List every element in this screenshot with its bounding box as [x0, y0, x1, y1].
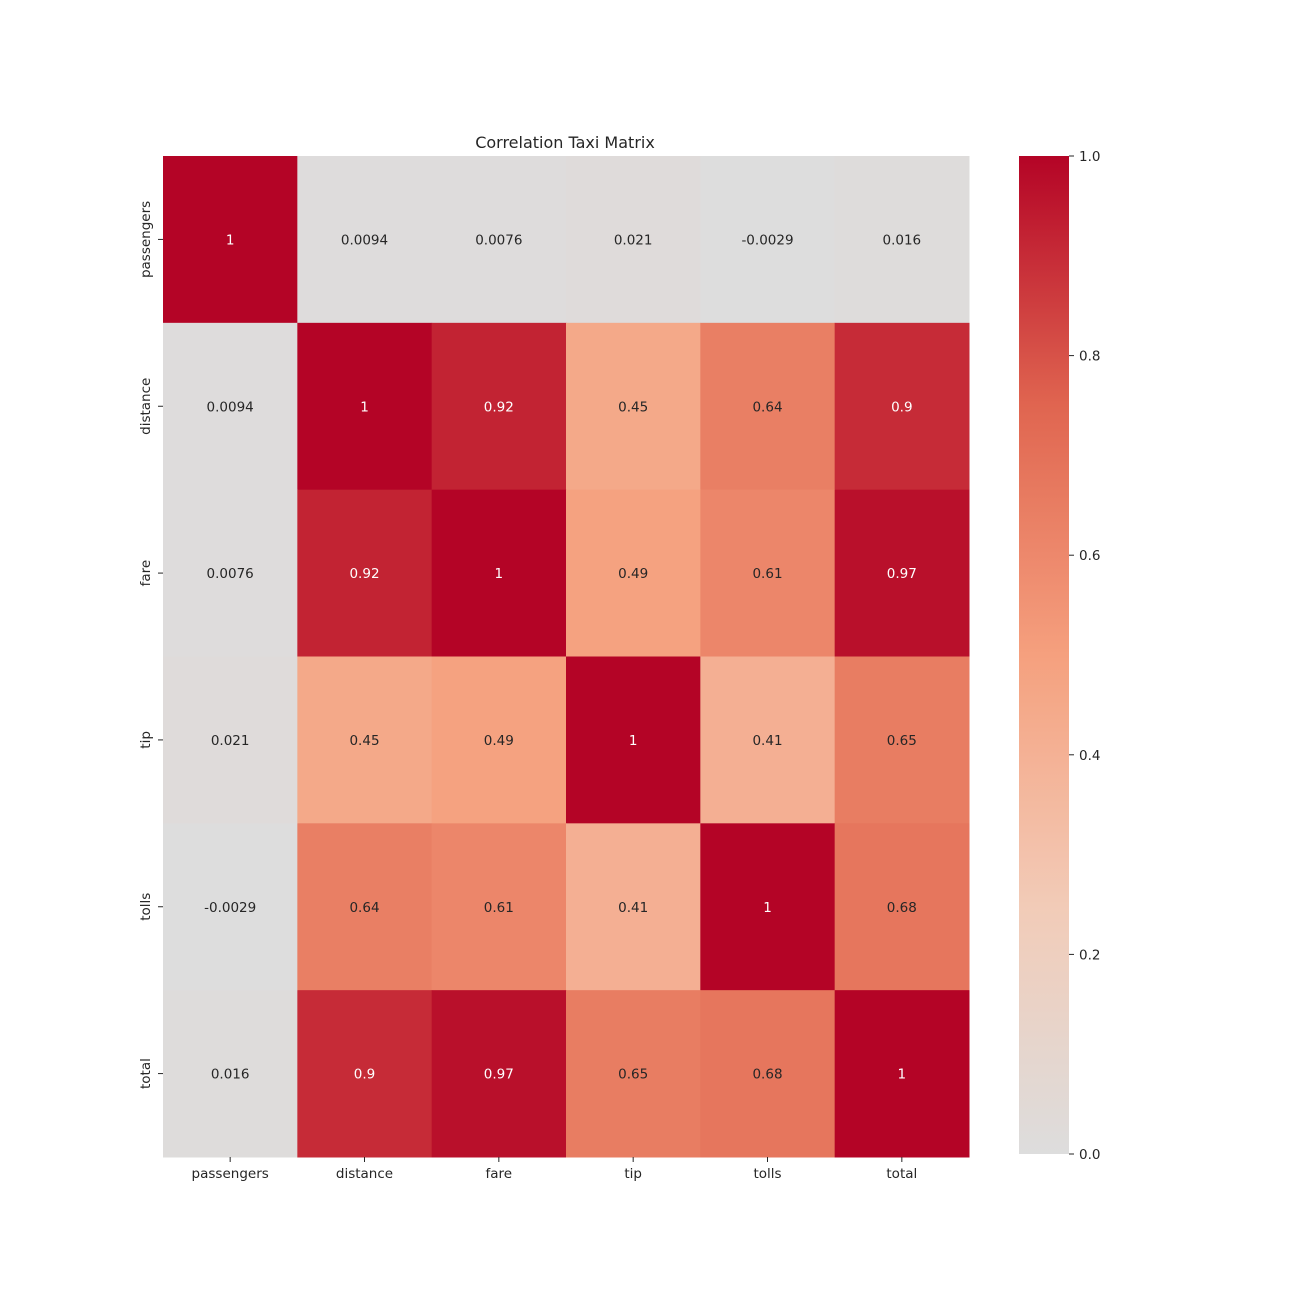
cell-value-label: 0.9 [354, 1067, 375, 1083]
colorbar-tick-label: 0.4 [1079, 748, 1100, 764]
cell-value-label: 0.0094 [207, 399, 254, 415]
cell-value-label: 0.61 [752, 566, 782, 582]
cell-value-label: 0.64 [349, 900, 379, 916]
cell-value-label: -0.0029 [741, 232, 793, 248]
heatmap-cell [566, 823, 701, 991]
heatmap-cell [297, 990, 433, 1158]
heatmap-cell [431, 990, 567, 1158]
y-tick-label: fare [138, 560, 154, 587]
cell-value-label: 0.92 [484, 399, 514, 415]
heatmap-cell [297, 823, 433, 991]
colorbar-tick-label: 0.0 [1079, 1147, 1100, 1163]
heatmap-cell [566, 656, 701, 824]
heatmap-cell [297, 489, 433, 657]
heatmap-cell [431, 156, 567, 324]
cell-value-label: 0.0076 [475, 232, 522, 248]
colorbar-tick-label: 0.6 [1079, 548, 1100, 564]
heatmap-cell [566, 990, 701, 1158]
cell-value-label: 0.016 [883, 232, 922, 248]
cell-value-label: 0.9 [891, 399, 912, 415]
y-tick-label: distance [138, 378, 154, 435]
colorbar: 0.0 0.2 0.4 0.6 0.8 1.0 [1019, 149, 1100, 1163]
cell-value-label: 0.61 [484, 900, 514, 916]
cell-value-label: 1 [629, 733, 638, 749]
y-tick-label: tip [138, 731, 154, 749]
cell-value-label: 0.0094 [341, 232, 388, 248]
cell-value-label: 0.41 [752, 733, 782, 749]
heatmap-cell [163, 990, 298, 1158]
heatmap-cell [700, 823, 836, 991]
x-tick-label: tip [624, 1166, 642, 1182]
colorbar-tick-label: 0.2 [1079, 947, 1100, 963]
heatmap-cell [834, 156, 970, 324]
heatmap-cells: 1 0.0094 0.0076 0.021 -0.0029 0.016 0.0094 1 0.9… [163, 156, 970, 1158]
heatmap-cell [834, 489, 970, 657]
heatmap-cell [163, 823, 298, 991]
heatmap-cell [566, 156, 701, 324]
cell-value-label: 0.45 [349, 733, 379, 749]
heatmap-cell [431, 322, 567, 491]
heatmap-cell [700, 156, 836, 324]
heatmap-cell [163, 656, 298, 824]
colorbar-tick-label: 0.8 [1079, 349, 1100, 365]
heatmap-cell [566, 489, 701, 657]
x-axis: passengers distance fare tip tolls total [192, 1157, 917, 1182]
heatmap-cell [297, 156, 433, 324]
y-axis: passengers distance fare tip tolls total [138, 201, 163, 1089]
colorbar-ticks: 0.0 0.2 0.4 0.6 0.8 1.0 [1069, 149, 1100, 1163]
heatmap-cell [431, 823, 567, 991]
cell-value-label: 0.92 [349, 566, 379, 582]
cell-value-label: 1 [763, 900, 772, 916]
cell-value-label: 0.49 [618, 566, 648, 582]
cell-value-label: 0.41 [618, 900, 648, 916]
heatmap-cell [431, 656, 567, 824]
cell-value-label: 0.021 [614, 232, 653, 248]
cell-value-label: 0.64 [752, 399, 782, 415]
x-tick-label: passengers [192, 1166, 269, 1182]
heatmap-cell [700, 489, 836, 657]
cell-value-label: 0.68 [887, 900, 917, 916]
chart-title: Correlation Taxi Matrix [475, 133, 655, 152]
heatmap-cell [700, 656, 836, 824]
colorbar-tick-label: 1.0 [1079, 149, 1100, 165]
heatmap-cell [566, 322, 701, 491]
heatmap-cell [297, 656, 433, 824]
heatmap-cell [700, 322, 836, 491]
y-tick-label: total [138, 1058, 154, 1089]
cell-value-label: 0.68 [752, 1067, 782, 1083]
cell-value-label: 1 [226, 232, 235, 248]
heatmap-cell [834, 656, 970, 824]
cell-value-label: -0.0029 [204, 900, 256, 916]
cell-value-label: 0.97 [887, 566, 917, 582]
cell-value-label: 0.65 [618, 1067, 648, 1083]
y-tick-label: tolls [138, 893, 154, 921]
x-tick-label: fare [486, 1166, 513, 1182]
heatmap-cell [834, 823, 970, 991]
heatmap-cell [163, 156, 298, 324]
cell-value-label: 0.49 [484, 733, 514, 749]
cell-value-label: 0.016 [211, 1067, 250, 1083]
heatmap-cell [834, 990, 970, 1158]
x-tick-label: distance [336, 1166, 393, 1182]
cell-value-label: 0.45 [618, 399, 648, 415]
cell-value-label: 0.65 [887, 733, 917, 749]
heatmap-cell [834, 322, 970, 491]
cell-value-label: 1 [898, 1067, 907, 1083]
cell-value-label: 1 [495, 566, 504, 582]
cell-value-label: 0.0076 [207, 566, 254, 582]
cell-value-label: 1 [360, 399, 369, 415]
cell-value-label: 0.97 [484, 1067, 514, 1083]
heatmap-cell [163, 489, 298, 657]
heatmap-cell [297, 322, 433, 491]
cell-value-label: 0.021 [211, 733, 250, 749]
heatmap-cell [163, 322, 298, 491]
colorbar-gradient [1019, 156, 1069, 1154]
x-tick-label: tolls [753, 1166, 781, 1182]
heatmap-cell [431, 489, 567, 657]
heatmap-cell [700, 990, 836, 1158]
x-tick-label: total [886, 1166, 917, 1182]
y-tick-label: passengers [138, 201, 154, 278]
